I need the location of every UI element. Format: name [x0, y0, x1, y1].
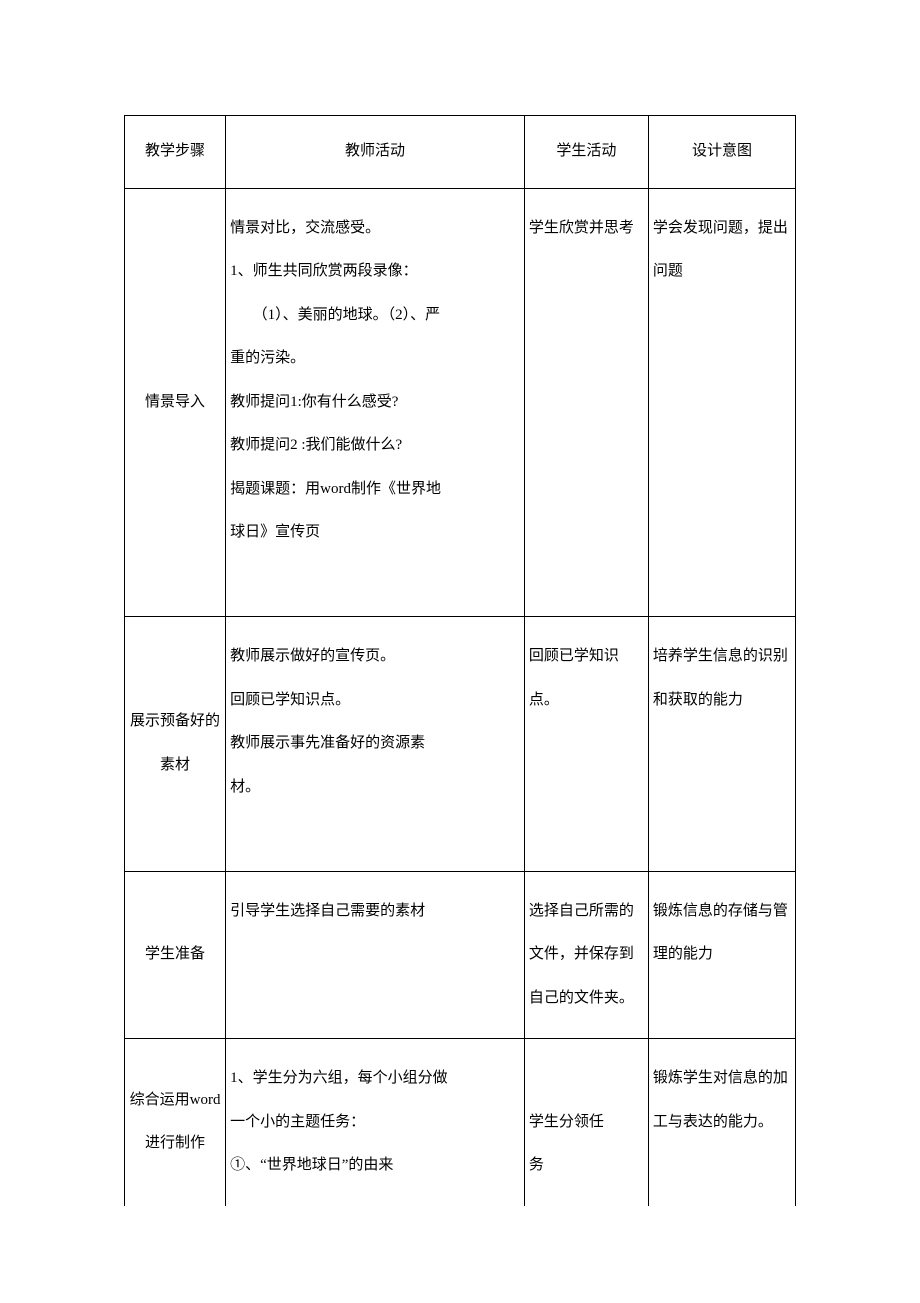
col-header-step: 教学步骤	[125, 116, 226, 189]
cell-intent: 锻炼信息的存储与管理的能力	[648, 871, 795, 1039]
cell-student: 回顾已学知识点。	[524, 617, 648, 872]
cell-teacher: 引导学生选择自己需要的素材	[226, 871, 525, 1039]
teacher-line: 教师展示事先准备好的资源素	[230, 735, 425, 751]
teacher-line: 教师展示做好的宣传页。	[230, 648, 395, 664]
teacher-line: 1、学生分为六组，每个小组分做	[230, 1070, 448, 1086]
cell-teacher: 情景对比，交流感受。 1、师生共同欣赏两段录像： （1）、美丽的地球。（2）、严…	[226, 188, 525, 617]
cell-teacher: 1、学生分为六组，每个小组分做 一个小的主题任务： ①、“世界地球日”的由来	[226, 1039, 525, 1206]
student-line: 学生分领任	[529, 1114, 604, 1130]
col-header-teacher: 教师活动	[226, 116, 525, 189]
cell-intent: 学会发现问题，提出问题	[648, 188, 795, 617]
cell-step: 综合运用word 进行制作	[125, 1039, 226, 1206]
cell-step: 学生准备	[125, 871, 226, 1039]
table-row: 情景导入 情景对比，交流感受。 1、师生共同欣赏两段录像： （1）、美丽的地球。…	[125, 188, 796, 617]
col-header-intent: 设计意图	[648, 116, 795, 189]
cell-step: 情景导入	[125, 188, 226, 617]
teacher-line: ①、“世界地球日”的由来	[230, 1157, 393, 1173]
teacher-line: 教师提问2 :我们能做什么?	[230, 437, 402, 453]
teacher-line: 教师提问1:你有什么感受?	[230, 394, 398, 410]
teacher-line: 材。	[230, 779, 260, 795]
teacher-line: 揭题课题：用word制作《世界地	[230, 481, 441, 497]
table-row: 综合运用word 进行制作 1、学生分为六组，每个小组分做 一个小的主题任务： …	[125, 1039, 796, 1206]
teacher-line: 重的污染。	[230, 350, 305, 366]
table-header-row: 教学步骤 教师活动 学生活动 设计意图	[125, 116, 796, 189]
cell-student: 学生分领任 务	[524, 1039, 648, 1206]
lesson-plan-table: 教学步骤 教师活动 学生活动 设计意图 情景导入 情景对比，交流感受。 1、师生…	[124, 115, 796, 1206]
teacher-line: 引导学生选择自己需要的素材	[230, 903, 425, 919]
cell-intent: 培养学生信息的识别和获取的能力	[648, 617, 795, 872]
cell-step: 展示预备好的素材	[125, 617, 226, 872]
teacher-line: 情景对比，交流感受。	[230, 220, 380, 236]
teacher-line: 一个小的主题任务：	[230, 1114, 365, 1130]
table-row: 展示预备好的素材 教师展示做好的宣传页。 回顾已学知识点。 教师展示事先准备好的…	[125, 617, 796, 872]
teacher-line: 回顾已学知识点。	[230, 692, 350, 708]
table-row: 学生准备 引导学生选择自己需要的素材 选择自己所需的文件，并保存到自己的文件夹。…	[125, 871, 796, 1039]
cell-student: 学生欣赏并思考	[524, 188, 648, 617]
teacher-line: （1）、美丽的地球。（2）、严	[230, 307, 440, 323]
cell-student: 选择自己所需的文件，并保存到自己的文件夹。	[524, 871, 648, 1039]
cell-teacher: 教师展示做好的宣传页。 回顾已学知识点。 教师展示事先准备好的资源素 材。	[226, 617, 525, 872]
teacher-line: 1、师生共同欣赏两段录像：	[230, 263, 418, 279]
teacher-line: 球日》宣传页	[230, 524, 320, 540]
student-line: 务	[529, 1157, 544, 1173]
cell-intent: 锻炼学生对信息的加工与表达的能力。	[648, 1039, 795, 1206]
col-header-student: 学生活动	[524, 116, 648, 189]
